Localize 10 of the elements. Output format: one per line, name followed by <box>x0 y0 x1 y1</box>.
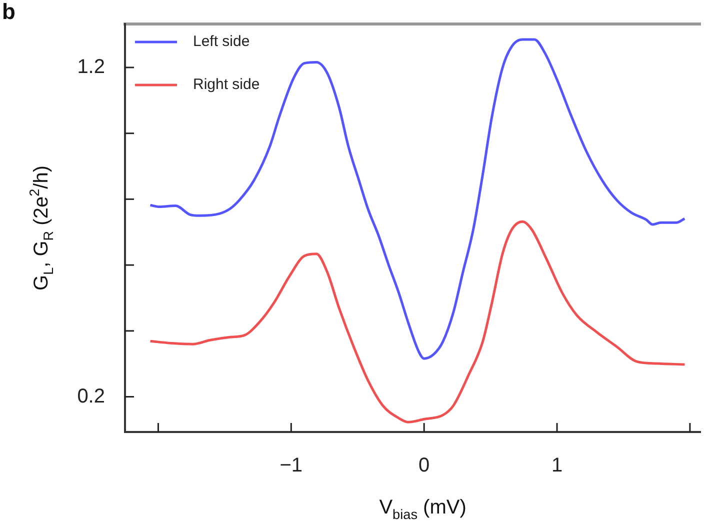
legend-label: Right side <box>193 76 260 94</box>
legend-label: Left side <box>193 33 250 50</box>
chart-title: b <box>2 0 16 24</box>
line-series <box>149 220 686 424</box>
y-tick-label: 0.2 <box>77 385 105 408</box>
y-tick-label: 1.2 <box>77 56 105 78</box>
x-tick-label: −1 <box>280 454 303 477</box>
y-axis-title: GL, GR (2e2/h) <box>26 166 56 290</box>
x-tick-label: 1 <box>551 454 563 477</box>
x-tick-label: 0 <box>418 454 430 477</box>
